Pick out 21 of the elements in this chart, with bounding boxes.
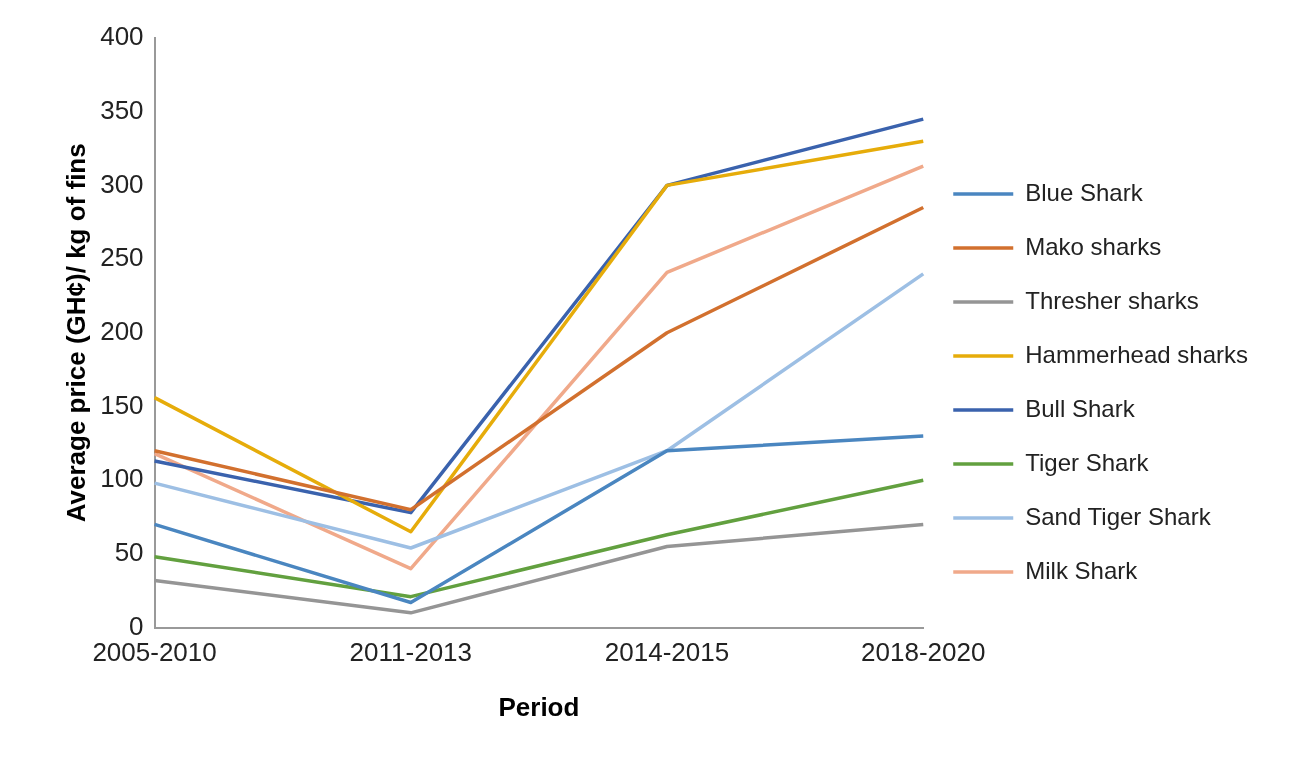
x-tick-label: 2018-2020 <box>861 637 986 668</box>
legend-label: Tiger Shark <box>1025 448 1150 476</box>
x-axis-title: Period <box>498 691 580 722</box>
legend-label: Mako sharks <box>1025 232 1162 260</box>
legend-label: Milk Shark <box>1025 556 1139 584</box>
legend-label: Bull Shark <box>1025 394 1136 422</box>
x-tick-label: 2011-2013 <box>349 637 473 668</box>
y-axis-title: Average price (GH¢)/ kg of fins <box>60 143 91 523</box>
legend-label: Sand Tiger Shark <box>1025 502 1212 530</box>
y-tick-label: 150 <box>100 389 144 420</box>
x-tick-label: 2014-2015 <box>604 637 730 668</box>
y-tick-label: 250 <box>100 242 144 273</box>
legend-label: Hammerhead sharks <box>1025 340 1248 368</box>
y-tick-label: 200 <box>100 315 144 346</box>
y-tick-label: 50 <box>114 537 144 568</box>
y-tick-label: 350 <box>100 94 144 125</box>
legend-label: Blue Shark <box>1025 178 1144 206</box>
y-tick-label: 300 <box>100 168 144 199</box>
legend-label: Thresher sharks <box>1025 286 1199 314</box>
y-tick-label: 400 <box>100 21 144 52</box>
y-tick-label: 100 <box>100 463 144 494</box>
